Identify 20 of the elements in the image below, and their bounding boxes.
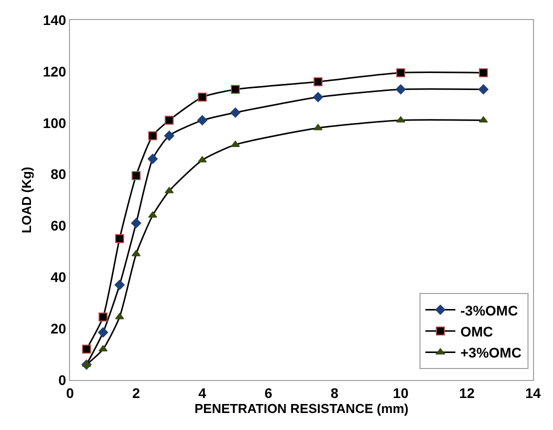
y-axis-title: LOAD (Kg) <box>18 166 34 234</box>
x-tick-label: 6 <box>264 384 273 401</box>
y-tick-label: 140 <box>42 12 66 28</box>
y-tick-label: 20 <box>50 320 66 336</box>
y-tick-label: 80 <box>50 166 66 182</box>
x-tick-label: 12 <box>459 384 475 401</box>
legend-label: +3%OMC <box>460 344 522 361</box>
x-tick-label: 14 <box>525 384 541 401</box>
x-tick-label: 2 <box>132 384 140 401</box>
x-tick-label: 4 <box>198 384 206 401</box>
legend-label: OMC <box>460 323 494 340</box>
y-tick-label: 40 <box>50 269 66 286</box>
x-axis-title: PENETRATION RESISTANCE (mm) <box>194 400 409 416</box>
x-tick-label: 8 <box>330 384 339 401</box>
x-tick-label: 10 <box>392 384 409 401</box>
y-tick-label: 0 <box>58 372 66 388</box>
legend-label: -3%OMC <box>460 302 518 318</box>
y-tick-label: 120 <box>42 63 66 80</box>
y-tick-label: 100 <box>42 114 66 131</box>
y-tick-label: 60 <box>50 218 66 234</box>
